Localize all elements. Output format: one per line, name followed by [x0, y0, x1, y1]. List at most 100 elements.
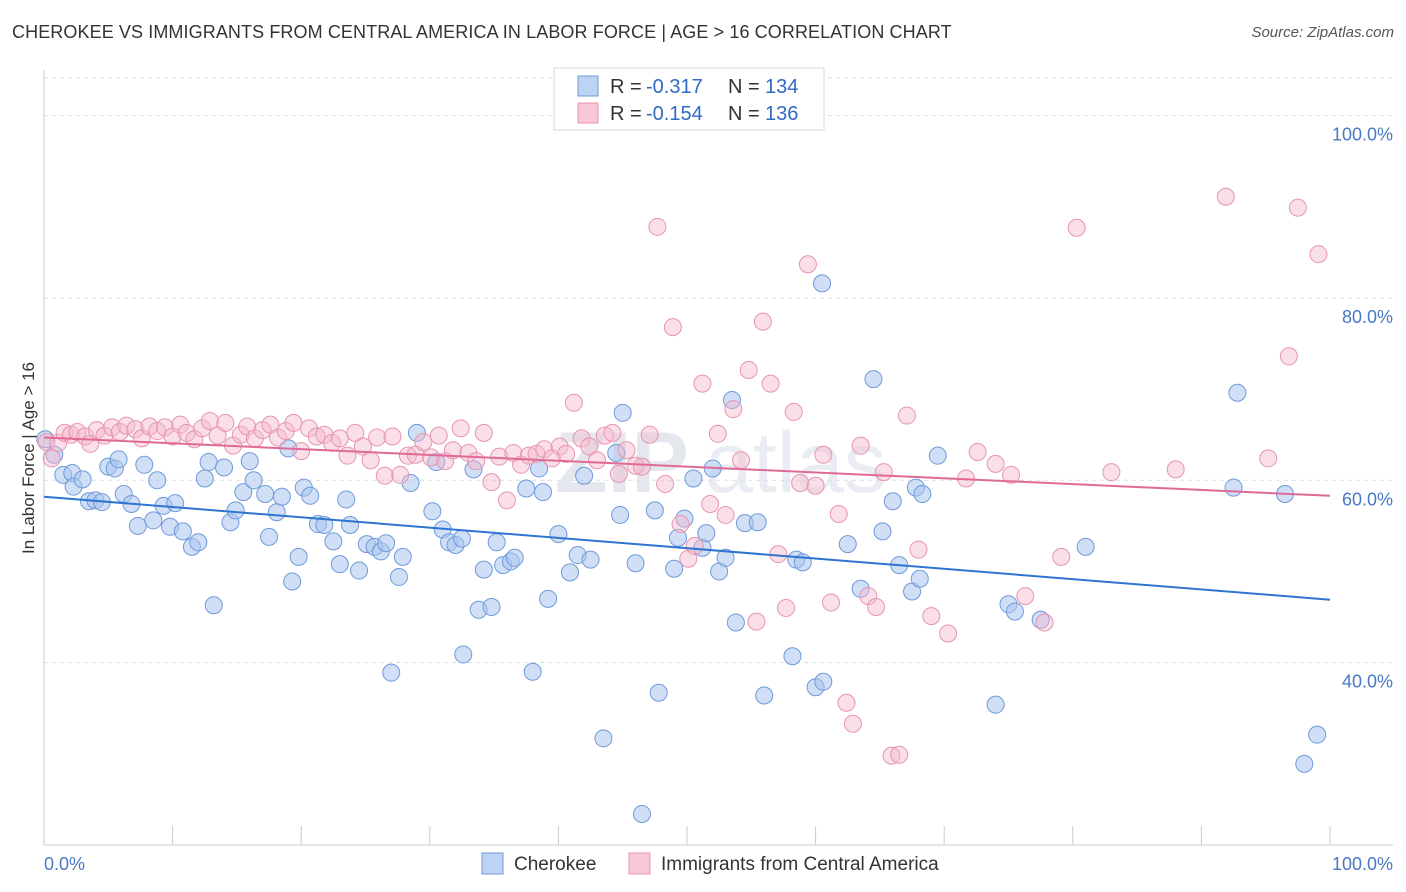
series-legend-cherokee: Cherokee	[514, 854, 596, 875]
cherokee-point-20	[166, 494, 185, 513]
central-america-point-23	[200, 412, 219, 431]
cherokee-point-15	[135, 455, 154, 474]
central-america-point-84	[663, 318, 682, 337]
central-america-point-13	[126, 420, 145, 439]
central-america-point-56	[451, 419, 470, 438]
y-tick-label-40: 40.0%	[1342, 672, 1393, 692]
y-tick-label-80: 80.0%	[1342, 307, 1393, 327]
central-america-point-32	[269, 428, 288, 447]
cherokee-point-114	[873, 522, 892, 541]
cherokee-point-54	[389, 567, 408, 586]
central-america-point-62	[497, 491, 516, 510]
central-america-point-61	[490, 447, 509, 466]
trend-lines	[43, 436, 1331, 601]
cherokee-point-55	[393, 547, 412, 566]
cherokee-point-91	[665, 559, 684, 578]
central-america-trend-line	[43, 436, 1331, 497]
central-america-point-118	[939, 624, 958, 643]
cherokee-point-109	[813, 274, 832, 293]
central-america-point-130	[1259, 449, 1278, 468]
cherokee-point-25	[199, 453, 218, 472]
cherokee-point-14	[128, 516, 147, 535]
cherokee-point-127	[1224, 478, 1243, 497]
cherokee-point-41	[301, 486, 320, 505]
central-america-point-37	[307, 427, 326, 446]
central-america-point-81	[640, 425, 659, 444]
legend-r-value-1: -0.317	[646, 76, 703, 98]
watermark: ZIP atlas	[555, 415, 887, 511]
cherokee-point-31	[240, 452, 259, 471]
cherokee-point-100	[723, 391, 742, 410]
central-america-point-58	[467, 452, 486, 471]
cherokee-point-111	[838, 535, 857, 554]
central-america-point-1	[42, 449, 61, 468]
y-tick-label-100: 100.0%	[1332, 125, 1393, 145]
central-america-point-40	[330, 429, 349, 448]
cherokee-point-74	[523, 662, 542, 681]
cherokee-point-89	[645, 501, 664, 520]
cherokee-point-68	[482, 598, 501, 617]
central-america-point-78	[617, 441, 636, 460]
cherokee-point-112	[851, 579, 870, 598]
central-america-point-35	[292, 442, 311, 461]
legend-swatch-pink	[577, 102, 599, 124]
central-america-point-104	[814, 445, 833, 464]
cherokee-point-23	[189, 533, 208, 552]
central-america-point-103	[806, 476, 825, 495]
cherokee-point-32	[244, 471, 263, 490]
cherokee-point-73	[517, 479, 536, 498]
cherokee-point-11	[109, 450, 128, 469]
central-america-point-92	[724, 400, 743, 419]
cherokee-point-57	[407, 423, 426, 442]
central-america-point-44	[361, 451, 380, 470]
central-america-point-129	[1216, 187, 1235, 206]
cherokee-point-77	[539, 589, 558, 608]
cherokee-point-119	[910, 569, 929, 588]
central-america-point-53	[429, 426, 448, 445]
cherokee-point-76	[533, 483, 552, 502]
central-america-point-69	[550, 437, 569, 456]
central-america-point-102	[798, 255, 817, 274]
central-america-point-83	[656, 474, 675, 493]
central-america-point-22	[193, 419, 212, 438]
central-america-point-47	[383, 427, 402, 446]
central-america-point-17	[155, 418, 174, 437]
chart-source: Source: ZipAtlas.com	[1251, 24, 1394, 41]
central-america-point-67	[535, 440, 554, 459]
central-america-point-112	[874, 463, 893, 482]
central-america-point-97	[761, 374, 780, 393]
y-axis-tick-labels: 40.0% 60.0% 80.0% 100.0%	[1332, 125, 1393, 692]
central-america-point-48	[391, 465, 410, 484]
cherokee-point-110	[814, 672, 833, 691]
central-america-point-73	[580, 437, 599, 456]
cherokee-point-33	[256, 484, 275, 503]
central-america-point-60	[482, 473, 501, 492]
central-america-point-82	[648, 217, 667, 236]
x-tick-label-max: 100.0%	[1332, 854, 1393, 874]
central-america-point-133	[1309, 245, 1328, 264]
central-america-point-3	[55, 423, 74, 442]
cherokee-point-121	[928, 446, 947, 465]
cherokee-point-44	[324, 532, 343, 551]
cherokee-point-47	[341, 515, 360, 534]
y-axis-title: In Labor Force | Age > 16	[19, 362, 38, 554]
central-america-point-131	[1279, 347, 1298, 366]
central-america-point-25	[216, 413, 235, 432]
central-america-point-76	[603, 423, 622, 442]
cherokee-point-35	[267, 503, 286, 522]
cherokee-point-120	[913, 484, 932, 503]
cherokee-point-26	[204, 596, 223, 615]
central-america-point-89	[701, 495, 720, 513]
central-america-point-111	[867, 598, 886, 617]
cherokee-point-69	[487, 533, 506, 552]
cherokee-point-103	[748, 513, 767, 532]
central-america-point-101	[791, 474, 810, 493]
cherokee-point-78	[549, 525, 568, 544]
central-america-point-46	[375, 466, 394, 485]
cherokee-point-17	[148, 471, 167, 490]
central-america-point-91	[716, 505, 735, 524]
legend-n-value-1: 134	[765, 76, 798, 98]
x-axis-ticks	[172, 826, 1331, 845]
cherokee-point-63	[452, 529, 471, 548]
central-america-point-71	[564, 393, 583, 412]
